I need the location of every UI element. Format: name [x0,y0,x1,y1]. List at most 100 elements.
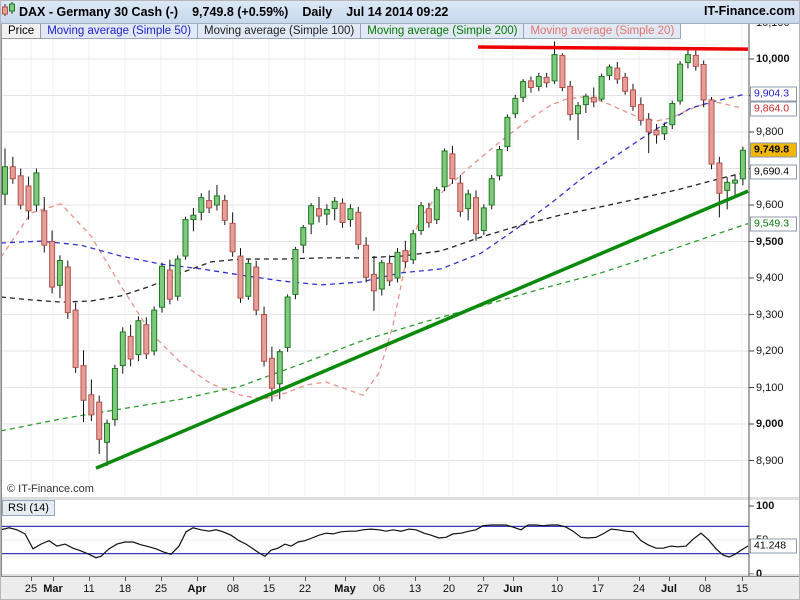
candle-down [261,314,268,362]
time-axis-label: Mar [43,583,63,595]
resistance-line[interactable] [477,45,749,51]
time-axis-tick [483,577,484,581]
time-axis-label: 18 [118,583,132,595]
candle-up [182,219,189,257]
time-axis-tick [598,577,599,581]
candle-down [653,129,660,136]
title-bar: DAX - Germany 30 Cash (-) 9,749.8 (+0.59… [1,1,799,24]
candle-up [198,197,205,213]
price-axis-label: 9,300 [756,308,784,321]
price-axis-label: 9,500 [756,235,784,248]
candle-down [206,200,213,209]
candle-down [622,76,629,92]
time-axis-label: 15 [735,583,749,595]
time-axis-label: May [334,583,356,595]
candle-up [504,116,511,148]
candle-up [284,296,291,348]
time-axis-tick [415,577,416,581]
ma200-value-flag: 9,549.3 [750,216,797,231]
candle-down [143,324,150,355]
time-axis-label: 11 [83,583,95,595]
pane-splitter[interactable] [1,497,800,500]
time-axis-tick [449,577,450,581]
candle-up [104,422,110,443]
copyright-watermark: © IT-Finance.com [7,483,94,495]
ma50-line [1,93,747,286]
candle-up [575,105,581,115]
instrument-title: DAX - Germany 30 Cash (-) [19,5,179,19]
ma100-line [1,171,747,303]
candle-down [339,202,346,223]
price-axis-label: 10,000 [756,53,790,65]
candle-up [151,309,158,352]
candle-up [292,249,299,295]
candle-down [559,54,566,88]
candle-down [614,67,621,80]
price-axis-label: 9,800 [756,126,784,138]
candle-down [88,394,95,416]
candle-up [119,331,126,367]
time-axis-tick [233,577,234,581]
candle-down [637,104,644,121]
candle-up [308,205,315,225]
candle-down [72,309,79,368]
time-axis-label: Jun [503,583,523,595]
candle-down [229,222,236,253]
rsi-indicator-button[interactable]: RSI (14) [2,500,55,516]
time-axis-tick [53,577,54,581]
support-trendline[interactable] [95,189,749,470]
tab-moving-average-simple-20[interactable]: Moving average (Simple 20) [524,23,682,39]
time-axis-tick [345,577,346,581]
candle-down [166,269,173,300]
ma50-value-flag: 9,904.3 [750,86,797,102]
tab-moving-average-simple-200[interactable]: Moving average (Simple 200) [361,23,525,39]
candle-down [590,96,597,103]
time-axis-tick [197,577,198,581]
candle-up [331,200,338,210]
ma20-line [1,96,742,400]
price-axis-label: 9,600 [756,199,784,211]
candle-up [441,150,448,188]
candle-up [724,181,731,191]
time-axis-tick [269,577,270,581]
tab-moving-average-simple-50[interactable]: Moving average (Simple 50) [41,23,199,39]
candle-down [708,99,715,165]
candle-up [347,208,354,221]
tab-moving-average-simple-100[interactable]: Moving average (Simple 100) [198,23,362,39]
candle-down [9,166,16,180]
time-axis-tick [513,577,514,581]
candle-down [127,335,134,360]
rsi-value-flag: 41.248 [750,538,797,554]
time-axis-tick [557,577,558,581]
last-price-flag: 9,749.8 [750,142,797,158]
candle-down [543,76,550,84]
candle-down [80,365,87,401]
candle-down [716,162,723,194]
candle-up [378,262,385,290]
candle-down [96,401,103,440]
time-axis-tick [305,577,306,581]
candle-down [386,262,393,282]
candle-up [111,368,118,421]
tab-price[interactable]: Price [1,23,42,39]
candle-down [41,210,48,246]
candle-up [135,320,142,356]
time-axis-tick [89,577,90,581]
time-axis-label: 15 [262,583,276,595]
time-axis-label: 08 [226,583,240,595]
time-axis-label: 10 [550,583,564,595]
candle-down [316,208,322,217]
candle-down [567,85,574,116]
time-axis-tick [742,577,743,581]
price-axis-label: 8,900 [756,454,784,467]
time-axis: 25 Mar 11 18 25 Apr 08 15 22 May 06 13 20 27 Jun 10 17 24… [1,576,799,599]
candle-up [496,149,503,177]
time-axis-label: 08 [698,583,712,595]
price-axis-label: 9,000 [756,418,784,430]
rsi-line [1,524,749,559]
candle-up [300,227,307,246]
time-axis-label: 20 [442,583,456,595]
indicator-tab-bar: Price Moving average (Simple 50) Moving av… [1,23,682,39]
time-axis-label: 25 [154,583,168,595]
